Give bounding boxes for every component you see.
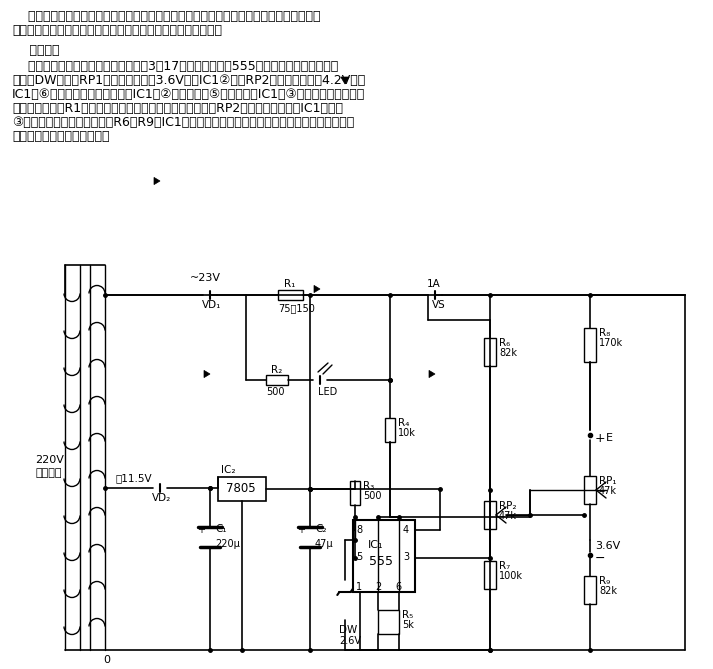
- Text: 工作原理: 工作原理: [12, 44, 59, 57]
- Text: 无绳电话手机充电器是恒流源式充电电路，由人工控制充电时间，充电电量难以掌握。长: 无绳电话手机充电器是恒流源式充电电路，由人工控制充电时间，充电电量难以掌握。长: [12, 10, 321, 23]
- Text: R₅: R₅: [402, 610, 414, 620]
- Text: 500: 500: [266, 387, 284, 397]
- Text: IC1的⑥脚。当电池电压不足时，IC1的②脚分压低于⑤脚的一半，IC1的③脚输出高电平，触发: IC1的⑥脚。当电池电压不足时，IC1的②脚分压低于⑤脚的一半，IC1的③脚输出…: [12, 88, 365, 101]
- Bar: [385, 418, 395, 442]
- Text: +: +: [595, 432, 605, 445]
- Text: 47μ: 47μ: [315, 539, 334, 549]
- Text: 8: 8: [356, 525, 362, 535]
- Text: 75～150: 75～150: [278, 303, 315, 313]
- Text: C₂: C₂: [315, 524, 327, 534]
- Text: ③脚输出低电平，停止充电，R6～R9、IC1仍然继续监测电池的电压，使电池总处于充足状态，: ③脚输出低电平，停止充电，R6～R9、IC1仍然继续监测电池的电压，使电池总处于…: [12, 116, 354, 129]
- Text: 1A: 1A: [427, 279, 441, 289]
- Text: 220μ: 220μ: [215, 539, 240, 549]
- Text: R₄: R₄: [398, 418, 409, 428]
- Text: ～11.5V: ～11.5V: [115, 473, 152, 483]
- Text: IC₁: IC₁: [368, 540, 384, 550]
- Text: IC₂: IC₂: [221, 465, 235, 475]
- Text: 82k: 82k: [599, 586, 617, 596]
- Bar: [278, 290, 303, 300]
- Text: +: +: [297, 525, 305, 535]
- Text: 170k: 170k: [599, 338, 623, 348]
- Text: 7805: 7805: [226, 482, 256, 495]
- Text: 保障电话手机随时正常使用。: 保障电话手机随时正常使用。: [12, 130, 110, 143]
- Bar: [584, 328, 596, 362]
- Text: 82k: 82k: [499, 348, 517, 358]
- Text: 5k: 5k: [402, 620, 414, 630]
- Text: LED: LED: [318, 387, 337, 397]
- Text: VD₂: VD₂: [152, 493, 171, 503]
- Text: 晶闸管导通，经R1限流电阻对电池充电。当电池电压上升到RP2设定的上限值时，IC1翻转，: 晶闸管导通，经R1限流电阻对电池充电。当电池电压上升到RP2设定的上限值时，IC…: [12, 102, 343, 115]
- Text: 10k: 10k: [398, 428, 416, 438]
- Text: 47k: 47k: [499, 511, 517, 521]
- Text: 500: 500: [363, 491, 381, 501]
- Text: 100k: 100k: [499, 571, 523, 581]
- Text: 经改进的镍镉电池自动充电电路如图3－17所示。时基电路555为比较器，其基准电压由: 经改进的镍镉电池自动充电电路如图3－17所示。时基电路555为比较器，其基准电压…: [12, 60, 338, 73]
- Polygon shape: [204, 371, 210, 377]
- Polygon shape: [314, 286, 320, 292]
- Text: ~23V: ~23V: [190, 273, 221, 283]
- Text: E: E: [606, 433, 613, 443]
- Text: 2.6V: 2.6V: [339, 636, 361, 646]
- Text: R₆: R₆: [499, 338, 511, 348]
- Polygon shape: [341, 77, 349, 84]
- Text: 1: 1: [356, 582, 362, 592]
- Text: 0: 0: [103, 655, 110, 665]
- Bar: [353, 520, 415, 592]
- Text: 220V: 220V: [35, 455, 64, 465]
- Text: −: −: [595, 552, 605, 565]
- Text: 3.6V: 3.6V: [595, 541, 620, 551]
- Bar: [350, 481, 360, 505]
- Bar: [584, 576, 596, 604]
- Text: 期过充、过放都极易损坏镍镉电池，从而降低手机的使用寿命。: 期过充、过放都极易损坏镍镉电池，从而降低手机的使用寿命。: [12, 24, 222, 37]
- Text: +: +: [197, 525, 205, 535]
- Bar: [484, 338, 496, 366]
- Bar: [378, 610, 399, 634]
- Text: RP₁: RP₁: [599, 476, 617, 486]
- Text: 3: 3: [403, 552, 409, 562]
- Text: 6: 6: [395, 582, 401, 592]
- Text: R₉: R₉: [599, 576, 610, 586]
- Text: 5: 5: [356, 552, 362, 562]
- Polygon shape: [429, 371, 435, 377]
- Text: 稳压管DW提供。RP1调定电压下限值3.6V加到IC1②脚，RP2调定电压上限值4.2V加到: 稳压管DW提供。RP1调定电压下限值3.6V加到IC1②脚，RP2调定电压上限值…: [12, 74, 365, 87]
- Text: R₂: R₂: [271, 365, 282, 375]
- Text: 2: 2: [375, 582, 381, 592]
- Text: R₈: R₈: [599, 328, 610, 338]
- Text: 原变压器: 原变压器: [35, 468, 61, 478]
- Bar: [584, 476, 596, 504]
- Text: 4: 4: [403, 525, 409, 535]
- Text: R₇: R₇: [499, 561, 511, 571]
- Bar: [218, 477, 266, 501]
- Text: C₁: C₁: [215, 524, 227, 534]
- Text: R₁: R₁: [284, 279, 295, 289]
- Bar: [484, 561, 496, 589]
- Text: 555: 555: [369, 555, 393, 568]
- Text: DW: DW: [339, 625, 357, 635]
- Polygon shape: [154, 177, 160, 185]
- Bar: [484, 501, 496, 529]
- Text: VS: VS: [432, 300, 446, 310]
- Bar: [266, 375, 288, 385]
- Text: 47k: 47k: [599, 486, 617, 496]
- Text: RP₂: RP₂: [499, 501, 516, 511]
- Text: R₃: R₃: [363, 481, 374, 491]
- Text: VD₁: VD₁: [202, 300, 221, 310]
